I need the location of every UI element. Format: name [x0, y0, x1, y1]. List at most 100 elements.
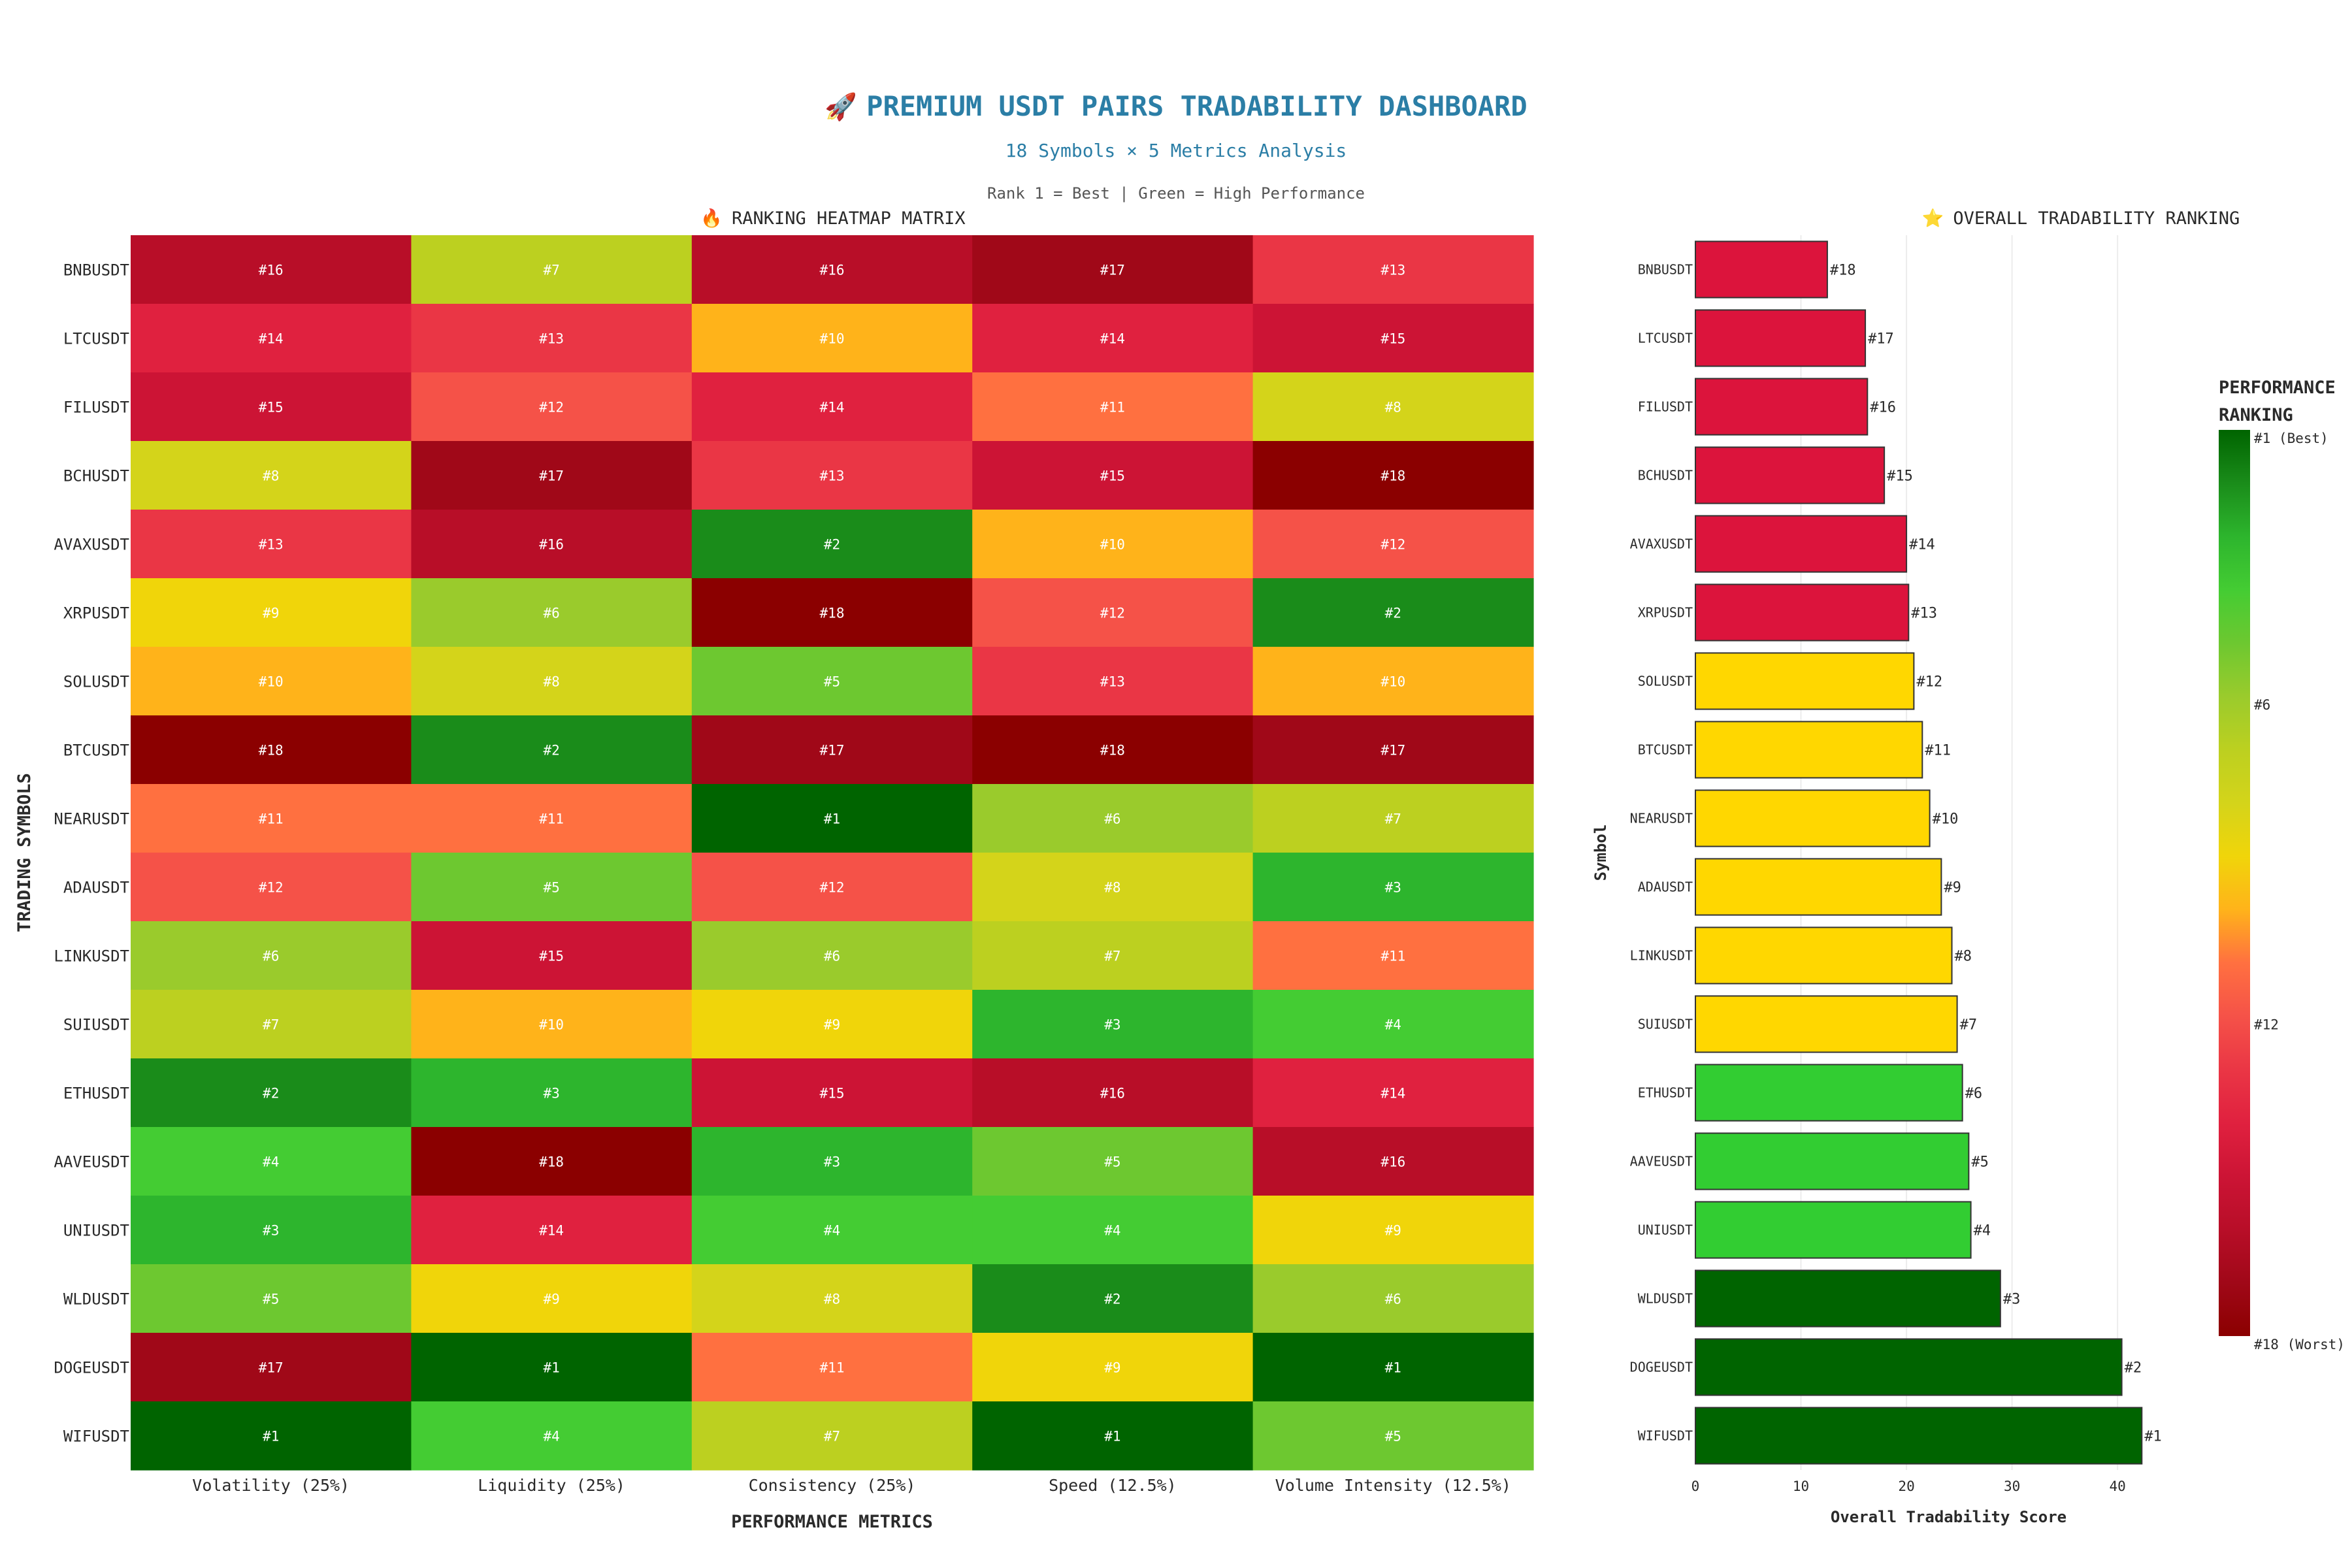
heatmap-column-label: Volatility (25%) [192, 1476, 350, 1495]
heatmap-cell-label: #8 [824, 1292, 840, 1307]
heatmap-cell-label: #8 [1385, 400, 1401, 416]
heatmap-cell [411, 715, 693, 785]
heatmap-cell [131, 784, 412, 853]
heatmap-cell [691, 715, 973, 785]
heatmap-cell-label: #3 [543, 1086, 559, 1102]
heatmap-column-label: Consistency (25%) [749, 1476, 916, 1495]
heatmap-cell [1252, 441, 1534, 510]
heatmap-cell [131, 510, 412, 579]
heatmap-cell-label: #12 [1100, 606, 1125, 621]
heatmap-cell-label: #1 [1104, 1429, 1120, 1445]
heatmap-cell-label: #18 [539, 1154, 564, 1170]
heatmap-cell [411, 235, 693, 304]
heatmap-cell-label: #13 [1100, 674, 1125, 690]
bar-y-tick-label: ADAUSDT [1638, 879, 1693, 895]
ranking-bar-label: #8 [1955, 949, 1972, 965]
colorbar-tick-label: #1 (Best) [2254, 431, 2328, 446]
heatmap-cell-label: #6 [1385, 1292, 1401, 1307]
rocket-icon: 🚀 [825, 92, 858, 122]
heatmap-cell-label: #18 [820, 606, 845, 621]
heatmap-cell [972, 647, 1254, 716]
ranking-bar-label: #12 [1916, 674, 1942, 691]
heatmap-cell [411, 441, 693, 510]
heatmap-cell-label: #10 [1100, 537, 1125, 553]
heatmap-cell-label: #12 [539, 400, 564, 416]
heatmap-cell-label: #9 [543, 1292, 559, 1307]
heatmap-cell-label: #15 [1380, 331, 1405, 347]
heatmap-cell [131, 1401, 412, 1471]
bar-y-tick-label: XRPUSDT [1638, 605, 1693, 621]
ranking-bar [1695, 1407, 2143, 1465]
heatmap-cell [691, 1127, 973, 1196]
heatmap-cell [1252, 1127, 1534, 1196]
ranking-bar [1695, 789, 1931, 847]
heatmap-cell-label: #13 [259, 537, 284, 553]
heatmap-row-label: WIFUSDT [63, 1428, 129, 1446]
heatmap-cell [1252, 304, 1534, 373]
heatmap-cell [691, 578, 973, 647]
heatmap-row-label: ADAUSDT [63, 879, 129, 897]
heatmap-y-axis-title: TRADING SYMBOLS [14, 773, 35, 932]
heatmap-cell [972, 235, 1254, 304]
heatmap-cell [972, 372, 1254, 442]
heatmap-cell [1252, 578, 1534, 647]
ranking-bar-label: #10 [1933, 811, 1959, 828]
colorbar-gradient-bar [2219, 430, 2250, 1336]
heatmap-cell-label: #18 [1380, 468, 1405, 484]
heatmap-row-label: BNBUSDT [63, 261, 129, 280]
heatmap-cell-label: #7 [263, 1017, 279, 1033]
heatmap-panel-title: 🔥 RANKING HEATMAP MATRIX [131, 208, 1535, 229]
heatmap-cell [131, 715, 412, 785]
heatmap-cell-label: #9 [1385, 1223, 1401, 1239]
heatmap-row-label: UNIUSDT [63, 1222, 129, 1240]
ranking-panel-title: ⭐ OVERALL TRADABILITY RANKING [1695, 208, 2352, 229]
heatmap-cell [411, 510, 693, 579]
heatmap-cell-label: #15 [259, 400, 284, 416]
ranking-bar-label: #4 [1974, 1223, 1991, 1239]
heatmap-cell [1252, 1333, 1534, 1402]
bar-y-tick-label: AAVEUSDT [1630, 1154, 1693, 1169]
ranking-bar-label: #9 [1944, 880, 1961, 896]
ranking-bar [1695, 240, 1828, 299]
bar-y-tick-label: BNBUSDT [1638, 262, 1693, 278]
ranking-bar [1695, 721, 1923, 779]
bar-x-axis-title: Overall Tradability Score [1831, 1508, 2066, 1526]
ranking-bar [1695, 583, 1910, 642]
bar-y-tick-label: SOLUSDT [1638, 674, 1693, 689]
heatmap-cell-label: #4 [1385, 1017, 1401, 1033]
heatmap-row-label: ETHUSDT [63, 1085, 129, 1103]
heatmap-cell-label: #1 [543, 1360, 559, 1376]
heatmap-cell-label: #17 [539, 468, 564, 484]
heatmap-cell [131, 1058, 412, 1128]
heatmap-cell [131, 921, 412, 990]
heatmap-cell [411, 1264, 693, 1333]
heatmap-cell-label: #6 [824, 949, 840, 964]
ranking-bar-label: #11 [1925, 743, 1951, 759]
heatmap-cell [691, 235, 973, 304]
heatmap-x-axis-title: PERFORMANCE METRICS [731, 1512, 933, 1532]
star-icon: ⭐ [1921, 208, 1944, 229]
heatmap-cell-label: #7 [1104, 949, 1120, 964]
heatmap-cell-label: #5 [263, 1292, 279, 1307]
bar-y-tick-label: SUIUSDT [1638, 1017, 1693, 1032]
bar-x-tick-label: 40 [2110, 1478, 2126, 1494]
heatmap-cell-label: #3 [263, 1223, 279, 1239]
ranking-bar-label: #14 [1909, 537, 1935, 553]
heatmap-cell [1252, 921, 1534, 990]
heatmap-cell-label: #11 [539, 811, 564, 827]
heatmap-cell [972, 1401, 1254, 1471]
heatmap-cell [972, 715, 1254, 785]
heatmap-cell-label: #11 [1380, 949, 1405, 964]
bar-y-tick-label: UNIUSDT [1638, 1222, 1693, 1238]
colorbar-tick-label: #6 [2254, 697, 2270, 713]
heatmap-row-label: XRPUSDT [63, 604, 129, 623]
heatmap-cell [131, 1127, 412, 1196]
heatmap-cell [411, 921, 693, 990]
ranking-bar-label: #5 [1971, 1154, 1989, 1171]
bar-y-axis-title: Symbol [1592, 825, 1610, 881]
heatmap-cell-label: #14 [1100, 331, 1125, 347]
ranking-bar [1695, 515, 1908, 573]
ranking-bar [1695, 1338, 2123, 1396]
heatmap-cell [131, 1196, 412, 1265]
